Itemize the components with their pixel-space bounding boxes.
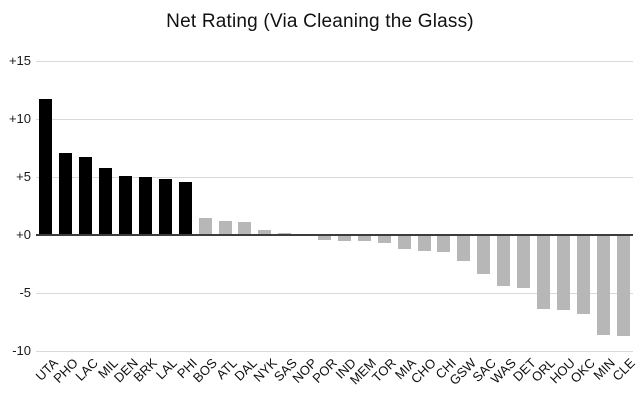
bar-SAC: [477, 235, 490, 274]
zero-axis-line: [36, 234, 633, 236]
y-tick-label: -5: [19, 285, 31, 300]
bar-DEN: [119, 176, 132, 235]
bar-UTA: [39, 99, 52, 235]
bar-WAS: [497, 235, 510, 286]
bar-HOU: [557, 235, 570, 310]
gridline: [36, 61, 633, 62]
bar-GSW: [457, 235, 470, 261]
gridline: [36, 119, 633, 120]
chart-title: Net Rating (Via Cleaning the Glass): [166, 11, 474, 32]
y-tick-label: +15: [8, 53, 31, 68]
gridline: [36, 351, 633, 352]
bar-MIA: [398, 235, 411, 249]
y-tick-label: +10: [8, 111, 31, 126]
bar-BOS: [199, 218, 212, 235]
y-tick-label: +5: [16, 169, 31, 184]
bar-ORL: [537, 235, 550, 309]
bar-BRK: [139, 177, 152, 235]
bar-LAC: [79, 157, 92, 235]
y-tick-label: -10: [12, 343, 31, 358]
bar-MEM: [358, 235, 371, 241]
y-tick-label: +0: [16, 227, 31, 242]
bar-POR: [318, 235, 331, 240]
bar-CHI: [437, 235, 450, 252]
bar-IND: [338, 235, 351, 241]
bar-CLE: [617, 235, 630, 336]
gridline: [36, 293, 633, 294]
bar-CHO: [418, 235, 431, 251]
bar-LAL: [159, 179, 172, 235]
bar-PHO: [59, 153, 72, 235]
bar-ATL: [219, 221, 232, 235]
bar-OKC: [577, 235, 590, 314]
bar-DAL: [238, 222, 251, 235]
bar-DET: [517, 235, 530, 288]
bar-PHI: [179, 182, 192, 235]
bar-TOR: [378, 235, 391, 243]
gridline: [36, 177, 633, 178]
bar-MIL: [99, 168, 112, 235]
bar-MIN: [597, 235, 610, 335]
bar-NYK: [258, 230, 271, 235]
